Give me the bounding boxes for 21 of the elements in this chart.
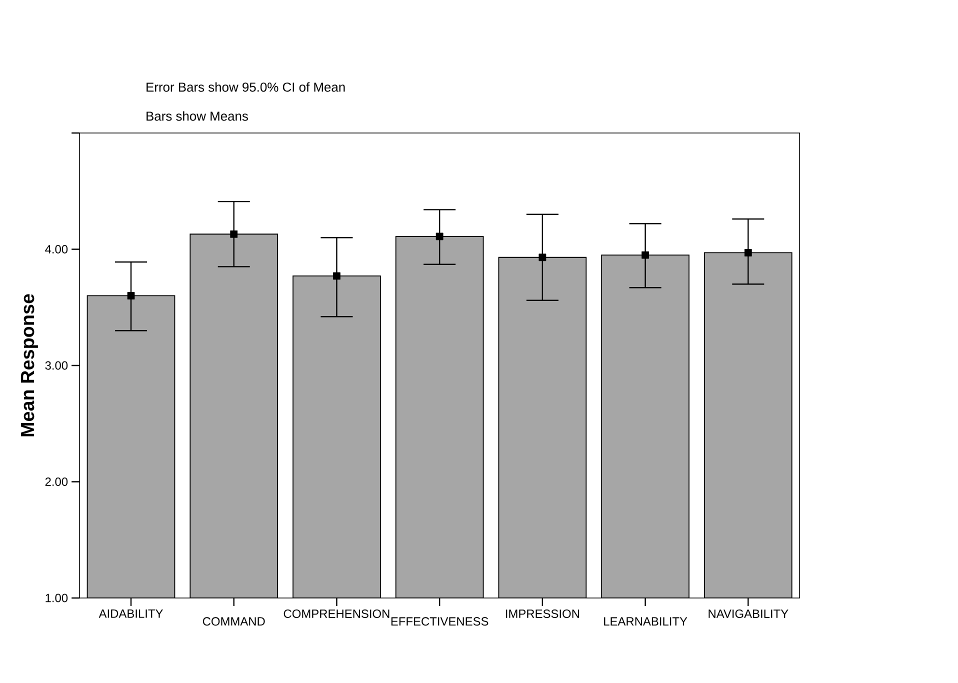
point — [230, 230, 238, 238]
chart-title: Error Bars show 95.0% CI of Mean — [146, 82, 345, 92]
x-tick-label: LEARNABILITY — [604, 617, 688, 626]
y-tick-label: 2.00 — [45, 478, 68, 486]
x-tick-label: COMMAND — [202, 617, 265, 626]
chart-subtitle: Bars show Means — [146, 111, 248, 121]
x-tick-label: AIDABILITY — [98, 610, 163, 618]
x-tick-label: EFFECTIVENESS — [391, 617, 488, 626]
point — [744, 249, 752, 256]
point — [538, 254, 546, 262]
y-axis-title: Mean Response — [21, 294, 38, 436]
y-tick-label: 4.00 — [45, 245, 68, 254]
point — [127, 292, 135, 300]
point — [642, 251, 649, 259]
x-tick-label: IMPRESSION — [506, 610, 579, 618]
y-tick-label: 1.00 — [46, 594, 68, 602]
point — [333, 272, 340, 280]
y-tick-label: 3.00 — [45, 361, 68, 370]
x-tick-label: NAVIGABILITY — [708, 610, 788, 618]
x-tick-label: COMPREHENSION — [284, 610, 390, 618]
point — [436, 232, 444, 240]
